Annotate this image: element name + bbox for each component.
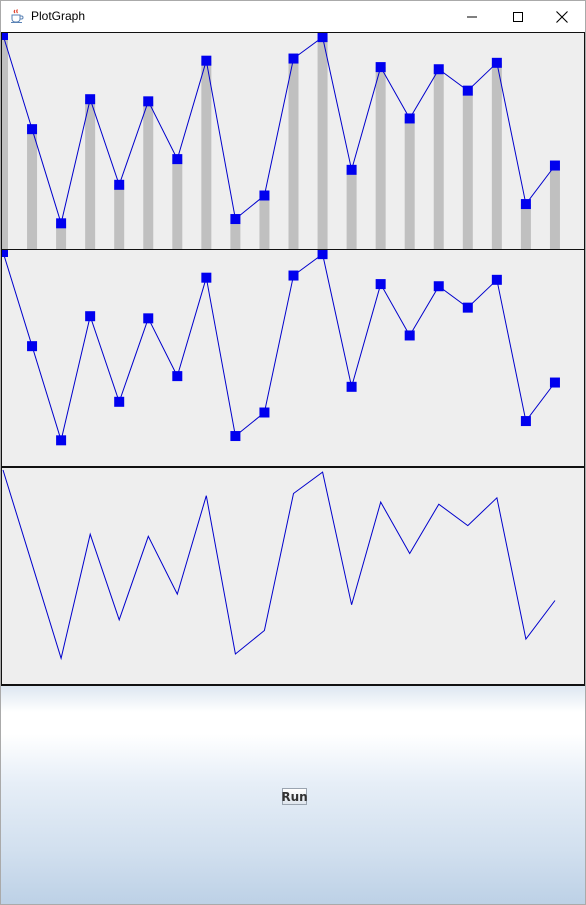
bar: [462, 90, 473, 251]
data-point: [143, 96, 154, 107]
plain-line-chart-panel: [1, 467, 585, 685]
data-point: [317, 33, 328, 43]
bar: [317, 37, 328, 251]
maximize-button[interactable]: [495, 1, 541, 32]
data-point: [27, 124, 38, 135]
data-point: [114, 179, 125, 190]
run-button[interactable]: Run: [281, 788, 308, 805]
data-point: [288, 270, 299, 281]
data-point: [491, 57, 502, 68]
data-point: [259, 190, 270, 201]
data-point: [520, 199, 531, 210]
bar: [288, 58, 299, 251]
maximize-icon: [513, 11, 523, 22]
data-point: [85, 94, 96, 105]
bar: [433, 69, 444, 251]
data-point: [462, 302, 473, 313]
data-point: [143, 313, 154, 324]
data-point: [56, 218, 67, 229]
data-point: [520, 416, 531, 427]
data-point: [491, 274, 502, 285]
bar: [520, 204, 531, 251]
bar: [114, 184, 125, 251]
data-point: [346, 381, 357, 392]
data-point: [201, 55, 212, 66]
bar: [375, 67, 386, 251]
data-point: [404, 113, 415, 124]
data-point: [230, 214, 241, 225]
data-point: [549, 377, 560, 388]
close-icon: [556, 10, 568, 23]
bar: [230, 219, 241, 251]
bar-line-chart: [2, 33, 560, 251]
marker-line-chart-panel: [1, 249, 585, 467]
data-point: [27, 341, 38, 352]
data-point: [288, 53, 299, 64]
data-point: [462, 85, 473, 96]
bar: [201, 60, 212, 251]
minimize-icon: [467, 12, 477, 22]
bar: [56, 223, 67, 251]
close-button[interactable]: [539, 1, 585, 32]
bar: [143, 101, 154, 251]
series-line: [2, 469, 556, 661]
window-title: PlotGraph: [31, 9, 86, 23]
data-point: [2, 250, 8, 257]
bar: [172, 159, 183, 251]
data-point: [375, 62, 386, 73]
bar: [549, 165, 560, 251]
bar: [346, 169, 357, 251]
data-point: [433, 64, 444, 75]
bar: [491, 62, 502, 251]
data-point: [433, 281, 444, 292]
data-point: [85, 311, 96, 322]
marker-line-chart: [2, 250, 560, 446]
data-point: [259, 407, 270, 418]
plain-line-chart: [2, 469, 556, 661]
data-point: [317, 250, 328, 260]
data-point: [375, 279, 386, 290]
data-point: [172, 371, 183, 382]
series-line: [2, 251, 556, 443]
data-point: [346, 164, 357, 175]
data-point: [230, 431, 241, 442]
bar: [259, 195, 270, 251]
data-point: [201, 272, 212, 283]
title-bar[interactable]: PlotGraph: [1, 1, 585, 32]
data-point: [549, 160, 560, 171]
bar-line-chart-panel: [1, 32, 585, 251]
button-panel: Run: [1, 685, 585, 904]
data-point: [2, 33, 8, 40]
java-coffee-cup-icon[interactable]: [9, 8, 25, 24]
data-point: [114, 396, 125, 407]
bar: [2, 35, 8, 251]
data-point: [172, 154, 183, 165]
data-point: [56, 435, 67, 446]
data-point: [404, 330, 415, 341]
bar: [85, 99, 96, 251]
bar: [404, 118, 415, 251]
bar: [27, 129, 38, 251]
minimize-button[interactable]: [449, 1, 495, 32]
